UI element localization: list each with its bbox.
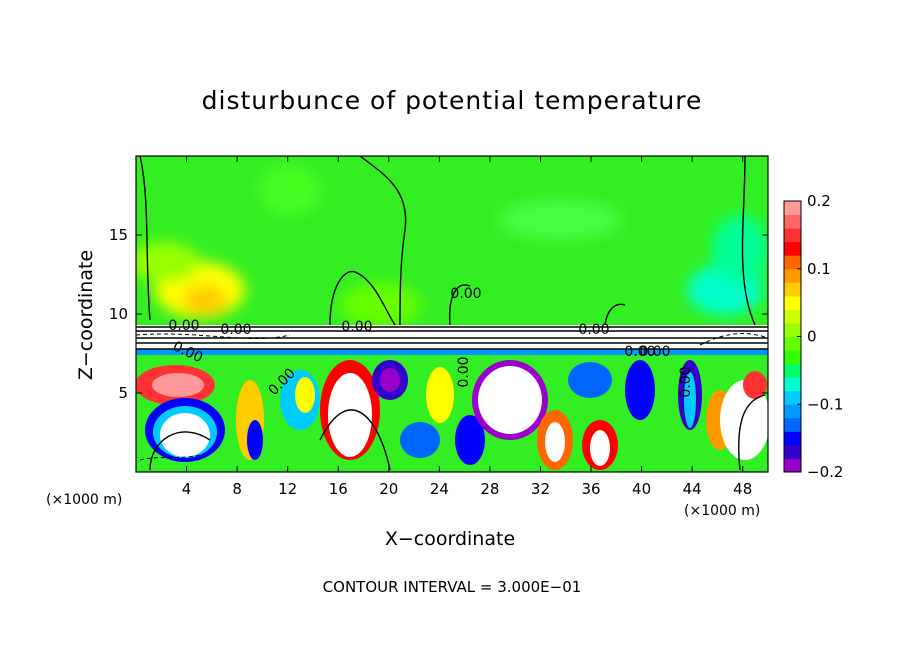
- x-unit-right: (×1000 m): [684, 503, 761, 519]
- contour-label: 0.00: [624, 344, 655, 360]
- colorbar-tick-label: 0.2: [807, 192, 831, 210]
- lower-layer-fill: [136, 349, 768, 472]
- cool-anomaly-2: [712, 215, 768, 285]
- colorbar-swatch: [784, 309, 801, 324]
- colorbar-tick-label: 0.1: [807, 260, 831, 278]
- colorbar-tick-label: −0.1: [807, 395, 843, 413]
- colorbar-swatch: [784, 390, 801, 405]
- x-tick-label: 44: [683, 480, 702, 498]
- negative-contours: [136, 333, 768, 461]
- y-tick-label: 10: [109, 305, 128, 323]
- x-unit-left: (×1000 m): [46, 492, 123, 508]
- boundary-band: [136, 325, 768, 349]
- x-tick-label: 28: [480, 480, 499, 498]
- colorbar-swatch: [784, 295, 801, 310]
- colorbar-swatch: [784, 377, 801, 392]
- contour-lines: [136, 156, 768, 471]
- warm-anomaly-2: [183, 285, 227, 315]
- contour-label: 0.00: [639, 344, 670, 360]
- contour-label: 0.00: [168, 318, 199, 334]
- contour-label: 0.00: [578, 322, 609, 338]
- colorbar-swatch: [784, 404, 801, 419]
- colorbar: [783, 200, 802, 473]
- colorbar-swatch: [784, 255, 801, 270]
- colorbar-swatch: [784, 241, 801, 256]
- colorbar-swatch: [784, 336, 801, 351]
- colorbar-swatch: [784, 350, 801, 365]
- colorbar-tick-label: 0: [807, 328, 817, 346]
- y-axis-label: Z−coordinate: [75, 249, 97, 381]
- x-tick-label: 40: [632, 480, 651, 498]
- warm-anomaly-3: [136, 242, 200, 282]
- colorbar-swatch: [784, 214, 801, 229]
- contour-label: 0.00: [456, 356, 472, 387]
- colorbar-swatch: [784, 417, 801, 432]
- x-tick-label: 4: [182, 480, 192, 498]
- x-tick-label: 24: [430, 480, 449, 498]
- colorbar-tick-label: −0.2: [807, 463, 843, 481]
- colorbar-swatch: [784, 282, 801, 297]
- x-tick-label: 48: [733, 480, 752, 498]
- colorbar-swatch: [784, 431, 801, 446]
- y-tick-label: 15: [109, 226, 128, 244]
- colorbar-swatch: [784, 444, 801, 459]
- contour-label: 0.00: [220, 322, 251, 338]
- colorbar-swatch: [784, 268, 801, 283]
- x-tick-label: 16: [329, 480, 348, 498]
- chart-title: disturbunce of potential temperature: [201, 86, 703, 115]
- x-tick-label: 32: [531, 480, 550, 498]
- neutral-patch-1: [500, 200, 620, 240]
- contour-label: 0.00: [450, 286, 481, 302]
- x-tick-label: 8: [232, 480, 242, 498]
- neutral-patch-2: [260, 165, 320, 215]
- y-axis-ticks: 5 10 15: [109, 226, 768, 402]
- colorbar-swatch: [784, 228, 801, 243]
- upper-layer-fill: [136, 156, 768, 356]
- x-tick-label: 20: [379, 480, 398, 498]
- x-tick-label: 36: [581, 480, 600, 498]
- y-tick-label: 5: [118, 384, 128, 402]
- turbulent-cells: [136, 349, 768, 470]
- contour-interval: CONTOUR INTERVAL = 3.000E−01: [322, 578, 582, 596]
- heatmap-field: [136, 156, 768, 472]
- contour-label: 0.00: [678, 366, 694, 397]
- colorbar-swatch: [784, 201, 801, 216]
- contour-label: 0.00: [341, 319, 372, 335]
- x-axis-ticks: 4 8 12 16 20 24 28 32 36 40 44 48: [182, 156, 752, 498]
- colorbar-swatch: [784, 363, 801, 378]
- colorbar-swatch: [784, 458, 801, 473]
- colorbar-ticks: 0.2 0.1 0 −0.1 −0.2: [797, 192, 843, 481]
- x-tick-label: 12: [278, 480, 297, 498]
- colorbar-swatch: [784, 322, 801, 337]
- x-axis-label: X−coordinate: [384, 528, 516, 550]
